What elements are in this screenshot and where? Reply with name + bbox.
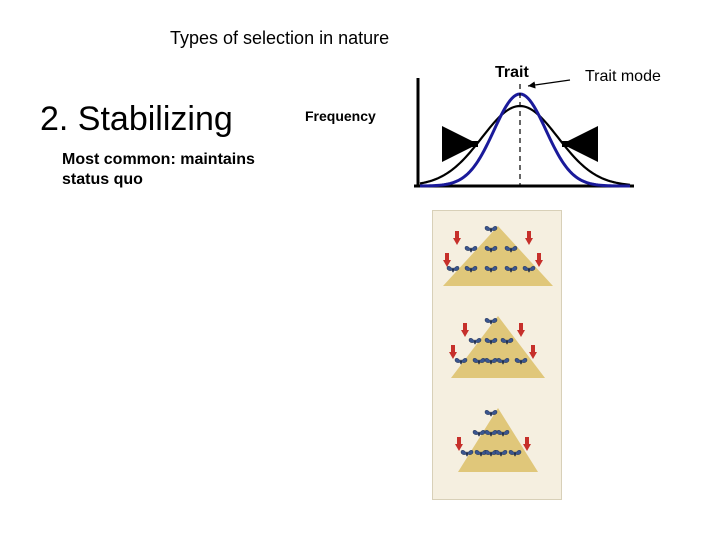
butterfly-icon [504, 245, 518, 255]
selection-arrow-icon [453, 231, 461, 245]
butterfly-icon [496, 357, 510, 367]
butterfly-icon [500, 337, 514, 347]
selection-arrow-icon [523, 437, 531, 451]
selection-arrow-icon [529, 345, 537, 359]
butterfly-icon [464, 265, 478, 275]
selection-arrow-icon [449, 345, 457, 359]
butterfly-icon [496, 429, 510, 439]
distribution-chart [400, 74, 640, 194]
butterfly-panel [432, 210, 562, 500]
description-line: status quo [62, 171, 143, 188]
butterfly-icon [484, 409, 498, 419]
butterfly-icon [484, 265, 498, 275]
butterfly-icon [514, 357, 528, 367]
selection-arrow-icon [525, 231, 533, 245]
selection-arrow-icon [443, 253, 451, 267]
selection-arrow-icon [517, 323, 525, 337]
frequency-axis-label: Frequency [305, 108, 376, 124]
butterfly-icon [468, 337, 482, 347]
butterfly-icon [484, 337, 498, 347]
selection-arrow-icon [535, 253, 543, 267]
butterfly-icon [494, 449, 508, 459]
description-text: Most common: maintains status quo [62, 150, 322, 190]
description-line: Most common: maintains [62, 151, 255, 168]
page-title: Types of selection in nature [170, 28, 389, 49]
butterfly-icon [484, 225, 498, 235]
butterfly-icon [484, 245, 498, 255]
butterfly-icon [484, 317, 498, 327]
selection-arrow-icon [461, 323, 469, 337]
selection-arrow-icon [455, 437, 463, 451]
butterfly-icon [508, 449, 522, 459]
butterfly-icon [464, 245, 478, 255]
section-heading: 2. Stabilizing [40, 100, 233, 139]
butterfly-icon [522, 265, 536, 275]
butterfly-icon [504, 265, 518, 275]
